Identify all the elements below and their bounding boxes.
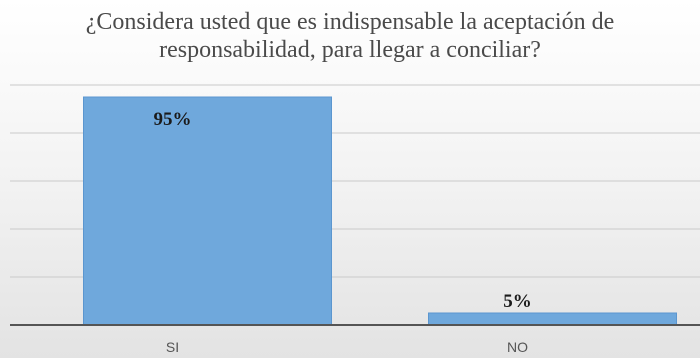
data-label: 95%	[154, 109, 192, 130]
chart-title: ¿Considera usted que es indispensable la…	[0, 8, 700, 64]
chart-title-line-1: ¿Considera usted que es indispensable la…	[85, 9, 615, 35]
bar-si	[83, 96, 332, 326]
data-label: 5%	[503, 291, 532, 312]
bar-no	[428, 312, 677, 326]
x-tick-label: NO	[507, 339, 528, 355]
x-tick-label: SI	[166, 339, 179, 355]
chart-title-line-2: responsabilidad, para llegar a conciliar…	[159, 37, 541, 63]
